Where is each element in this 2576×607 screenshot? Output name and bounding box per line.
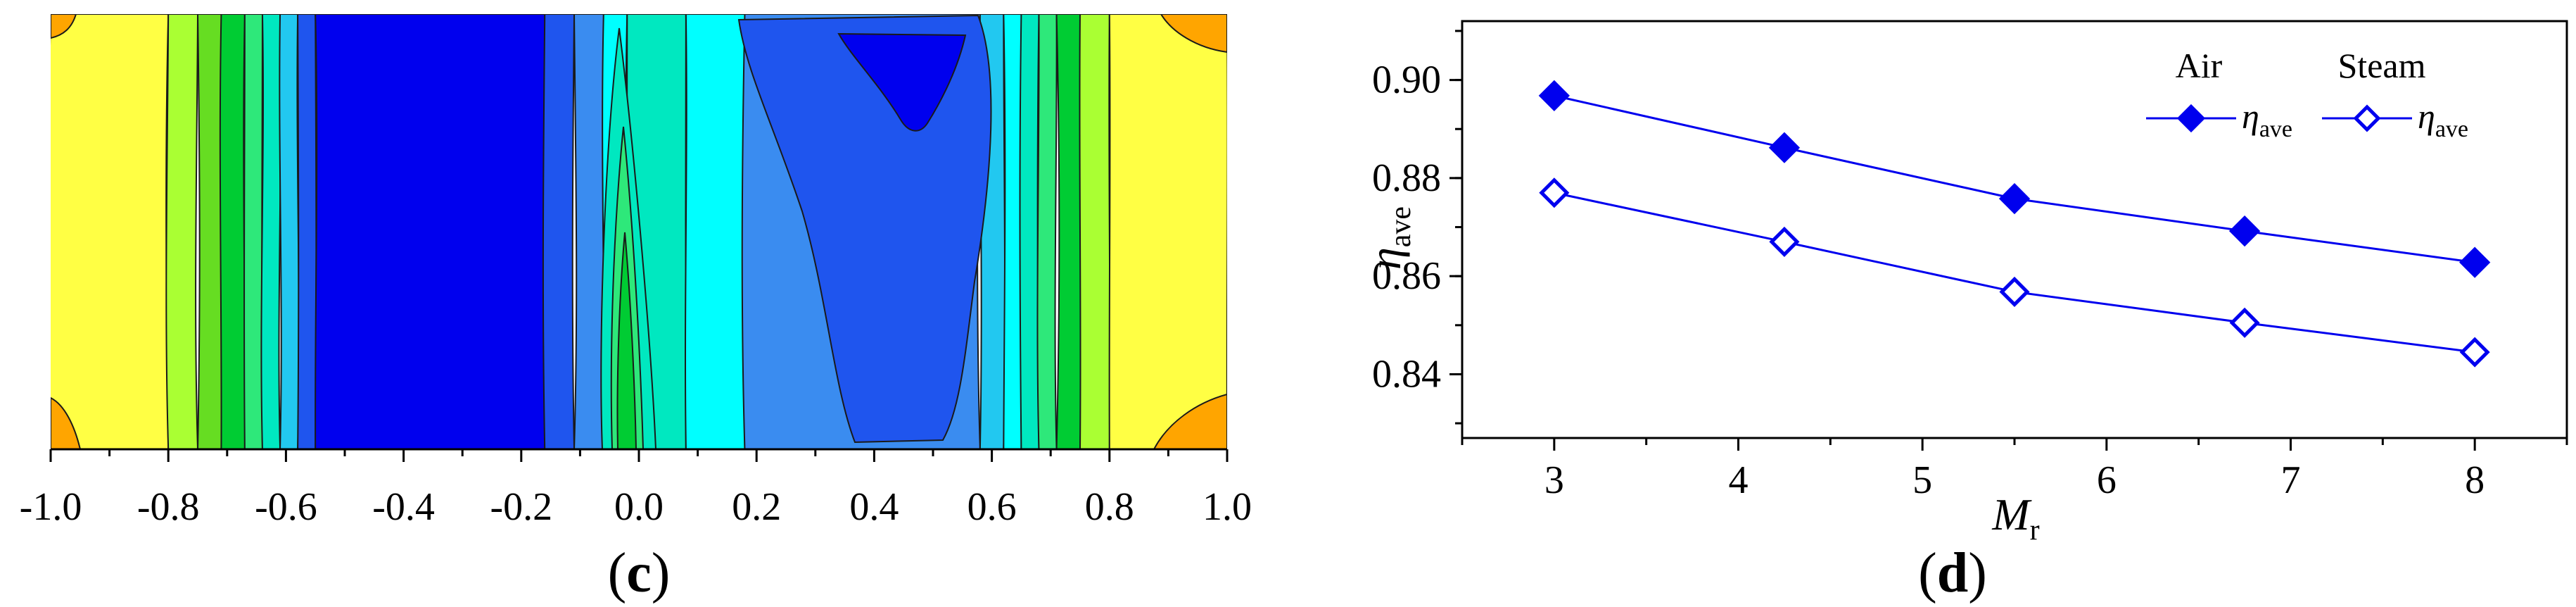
x-tick-label-c: -0.2	[490, 485, 552, 529]
data-point-steam	[2459, 337, 2490, 368]
contour-band	[1055, 14, 1084, 449]
x-axis-c: -1.0 -0.8 -0.6 -0.4 -0.2 0.0 0.2 0.4 0.6 0.8 1.0	[20, 448, 1252, 529]
x-tick-label-c: 0.0	[614, 485, 664, 529]
x-tick-label-d: 7	[2281, 458, 2301, 502]
y-tick-label-d: 0.84	[1372, 352, 1441, 396]
data-point-steam	[1999, 276, 2030, 307]
x-tick-label-c: 0.8	[1085, 485, 1134, 529]
x-tick-label-c: 0.4	[849, 485, 899, 529]
contour-band	[279, 14, 300, 449]
series-line-steam	[1554, 192, 2475, 353]
legend-marker-air	[2176, 104, 2206, 133]
data-point-steam	[1539, 177, 1570, 208]
panel-d: 3 4 5 6 7 8 0.84 0.86 0.88 0.90 ηave Mr Air Steam…	[1360, 20, 2568, 604]
x-tick-label-d: 4	[1729, 458, 1749, 502]
contour-band	[196, 14, 224, 449]
x-tick-label-c: -1.0	[20, 485, 82, 529]
y-tick-label-d: 0.88	[1372, 156, 1441, 200]
x-tick-label-d: 8	[2465, 458, 2485, 502]
contour-band	[243, 14, 263, 449]
contour-features	[51, 14, 1227, 449]
x-axis-label-d: Mr	[1991, 489, 2039, 546]
contour-band	[315, 14, 547, 449]
contour-corner-tl	[51, 14, 77, 39]
contour-map	[51, 14, 1227, 449]
legend-entry-steam: ηave	[2418, 96, 2468, 142]
contour-tongue-inner	[616, 232, 637, 449]
x-tick-label-c: -0.4	[372, 485, 435, 529]
y-axis-label-d: ηave	[1360, 206, 1417, 270]
contour-band	[165, 14, 199, 449]
x-tick-label-d: 3	[1544, 458, 1564, 502]
data-point-air	[1768, 132, 1801, 163]
contour-band	[297, 14, 317, 449]
y-tick-label-d: 0.86	[1372, 254, 1441, 298]
legend-title-air: Air	[2176, 46, 2223, 85]
series-d	[1538, 80, 2491, 368]
y-tick-label-d: 0.90	[1372, 58, 1441, 102]
x-tick-label-c: -0.6	[255, 485, 317, 529]
series-line-air	[1554, 94, 2475, 264]
contour-band	[1036, 14, 1058, 449]
x-tick-label-c: 0.6	[967, 485, 1017, 529]
legend-title-steam: Steam	[2338, 46, 2426, 85]
legend-d: Air Steam ηave ηave	[2146, 46, 2468, 142]
data-point-air	[2228, 215, 2261, 247]
panel-label-c: (c)	[608, 542, 671, 604]
contour-band	[260, 14, 282, 449]
panel-label-d: (d)	[1918, 542, 1987, 604]
contour-right-core	[837, 32, 967, 132]
legend-entry-air: ηave	[2242, 96, 2292, 142]
x-tick-label-c: 1.0	[1203, 485, 1252, 529]
contour-band	[685, 14, 747, 449]
axes-d: 3 4 5 6 7 8 0.84 0.86 0.88 0.90	[1372, 30, 2568, 502]
data-point-air	[1538, 80, 1570, 111]
x-tick-label-d: 6	[2097, 458, 2117, 502]
data-point-air	[2459, 246, 2491, 278]
contour-band	[1079, 14, 1111, 449]
data-point-steam	[1769, 226, 1800, 257]
x-tick-label-c: -0.8	[137, 485, 200, 529]
legend-marker-steam	[2353, 104, 2381, 132]
x-tick-label-c: 0.2	[732, 485, 781, 529]
contour-band	[51, 14, 170, 449]
contour-band	[219, 14, 246, 449]
x-tick-label-d: 5	[1912, 458, 1932, 502]
data-point-air	[1998, 183, 2031, 215]
contour-corner-tr	[1160, 14, 1227, 54]
contour-band	[1019, 14, 1040, 449]
contour-band	[1108, 14, 1227, 449]
panel-c: -1.0 -0.8 -0.6 -0.4 -0.2 0.0 0.2 0.4 0.6 0.8 1.0 (…	[20, 14, 1252, 604]
data-point-steam	[2229, 307, 2260, 338]
contour-band	[542, 14, 576, 449]
